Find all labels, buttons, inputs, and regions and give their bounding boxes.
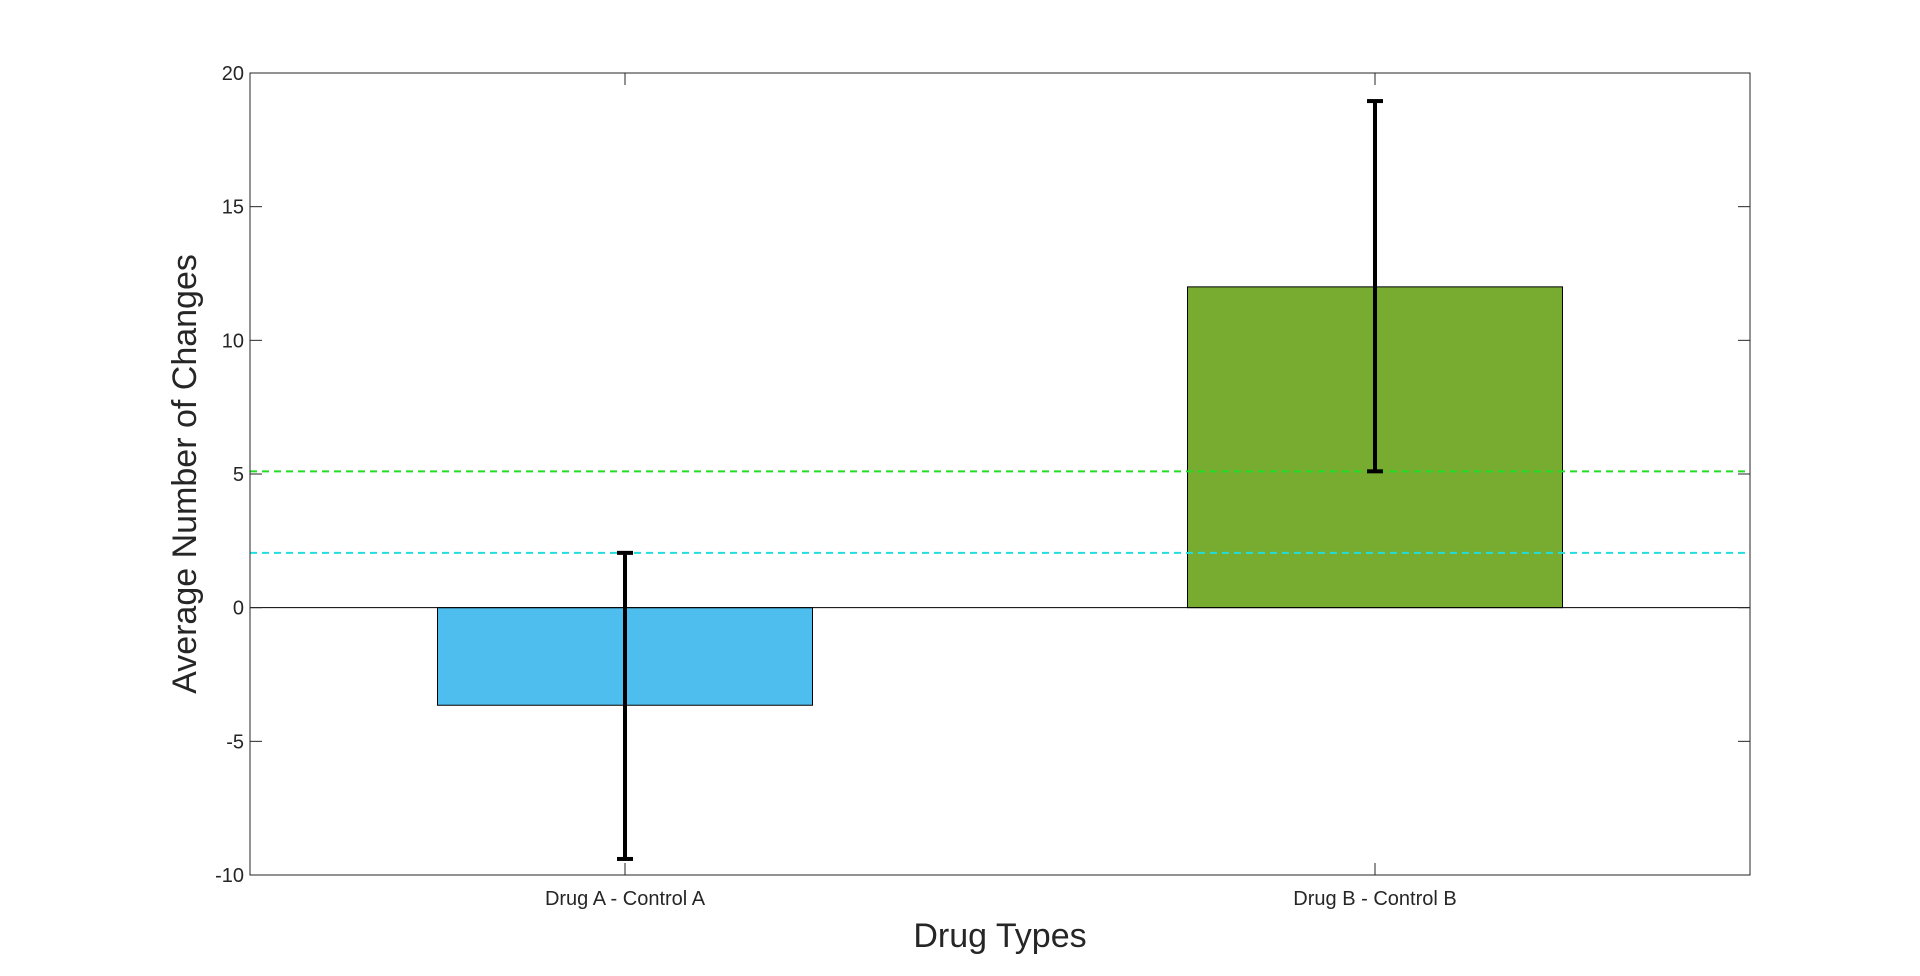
reference-lines-layer xyxy=(250,470,1750,554)
tick-labels-layer: -10 -5 0 5 10 15 20 Drug A - Control A Drug B - … xyxy=(215,63,1457,910)
x-tick-label: Drug A - Control A xyxy=(545,888,706,910)
axes-layer xyxy=(249,72,1751,876)
y-tick-label: 20 xyxy=(222,63,244,85)
y-tick-label: -5 xyxy=(226,731,244,753)
y-tick-label: 0 xyxy=(233,598,244,620)
y-tick-label: 10 xyxy=(222,330,244,352)
y-axis-title: Average Number of Changes xyxy=(166,254,204,694)
y-tick-label: 5 xyxy=(233,464,244,486)
x-tick-label: Drug B - Control B xyxy=(1293,888,1456,910)
y-tick-label: 15 xyxy=(222,197,244,219)
y-tick-label: -10 xyxy=(215,865,244,887)
error-bars-layer xyxy=(617,99,1383,861)
x-axis-title: Drug Types xyxy=(913,917,1086,955)
